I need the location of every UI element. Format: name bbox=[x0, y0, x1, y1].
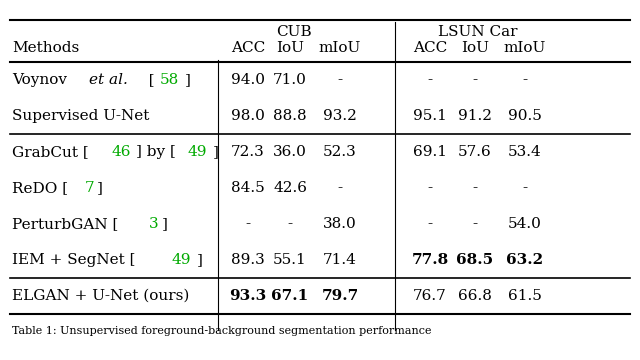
Text: Supervised U-Net: Supervised U-Net bbox=[12, 109, 149, 123]
Text: 57.6: 57.6 bbox=[458, 145, 492, 159]
Text: -: - bbox=[245, 217, 251, 231]
Text: 66.8: 66.8 bbox=[458, 289, 492, 303]
Text: -: - bbox=[522, 73, 527, 87]
Text: ]: ] bbox=[97, 181, 102, 195]
Text: ]: ] bbox=[184, 73, 190, 87]
Text: -: - bbox=[287, 217, 292, 231]
Text: 77.8: 77.8 bbox=[412, 253, 449, 267]
Text: ELGAN + U-Net (ours): ELGAN + U-Net (ours) bbox=[12, 289, 189, 303]
Text: ]: ] bbox=[162, 217, 168, 231]
Text: GrabCut [: GrabCut [ bbox=[12, 145, 89, 159]
Text: 61.5: 61.5 bbox=[508, 289, 542, 303]
Text: 79.7: 79.7 bbox=[321, 289, 358, 303]
Text: 76.7: 76.7 bbox=[413, 289, 447, 303]
Text: 52.3: 52.3 bbox=[323, 145, 357, 159]
Text: 49: 49 bbox=[172, 253, 191, 267]
Text: -: - bbox=[428, 217, 433, 231]
Text: 88.8: 88.8 bbox=[273, 109, 307, 123]
Text: 90.5: 90.5 bbox=[508, 109, 542, 123]
Text: -: - bbox=[428, 73, 433, 87]
Text: 89.3: 89.3 bbox=[231, 253, 265, 267]
Text: 91.2: 91.2 bbox=[458, 109, 492, 123]
Text: ]: ] bbox=[196, 253, 202, 267]
Text: ACC: ACC bbox=[231, 41, 265, 55]
Text: 84.5: 84.5 bbox=[231, 181, 265, 195]
Text: CUB: CUB bbox=[276, 25, 312, 39]
Text: 95.1: 95.1 bbox=[413, 109, 447, 123]
Text: ]: ] bbox=[213, 145, 219, 159]
Text: 7: 7 bbox=[84, 181, 94, 195]
Text: Voynov: Voynov bbox=[12, 73, 72, 87]
Text: Methods: Methods bbox=[12, 41, 79, 55]
Text: IEM + SegNet [: IEM + SegNet [ bbox=[12, 253, 136, 267]
Text: 42.6: 42.6 bbox=[273, 181, 307, 195]
Text: 93.2: 93.2 bbox=[323, 109, 357, 123]
Text: PerturbGAN [: PerturbGAN [ bbox=[12, 217, 118, 231]
Text: IoU: IoU bbox=[461, 41, 489, 55]
Text: 55.1: 55.1 bbox=[273, 253, 307, 267]
Text: et al.: et al. bbox=[89, 73, 128, 87]
Text: 53.4: 53.4 bbox=[508, 145, 542, 159]
Text: ] by [: ] by [ bbox=[136, 145, 176, 159]
Text: [: [ bbox=[140, 73, 155, 87]
Text: -: - bbox=[472, 73, 477, 87]
Text: -: - bbox=[337, 181, 342, 195]
Text: 46: 46 bbox=[111, 145, 131, 159]
Text: 98.0: 98.0 bbox=[231, 109, 265, 123]
Text: mIoU: mIoU bbox=[319, 41, 361, 55]
Text: 71.0: 71.0 bbox=[273, 73, 307, 87]
Text: -: - bbox=[428, 181, 433, 195]
Text: LSUN Car: LSUN Car bbox=[438, 25, 517, 39]
Text: 68.5: 68.5 bbox=[456, 253, 493, 267]
Text: 94.0: 94.0 bbox=[231, 73, 265, 87]
Text: 71.4: 71.4 bbox=[323, 253, 357, 267]
Text: 63.2: 63.2 bbox=[506, 253, 543, 267]
Text: Table 1: Unsupervised foreground-background segmentation performance: Table 1: Unsupervised foreground-backgro… bbox=[12, 326, 431, 336]
Text: 3: 3 bbox=[149, 217, 159, 231]
Text: 58: 58 bbox=[159, 73, 179, 87]
Text: 36.0: 36.0 bbox=[273, 145, 307, 159]
Text: 67.1: 67.1 bbox=[271, 289, 308, 303]
Text: -: - bbox=[472, 181, 477, 195]
Text: ACC: ACC bbox=[413, 41, 447, 55]
Text: 38.0: 38.0 bbox=[323, 217, 357, 231]
Text: 69.1: 69.1 bbox=[413, 145, 447, 159]
Text: -: - bbox=[522, 181, 527, 195]
Text: -: - bbox=[472, 217, 477, 231]
Text: IoU: IoU bbox=[276, 41, 304, 55]
Text: 72.3: 72.3 bbox=[231, 145, 265, 159]
Text: mIoU: mIoU bbox=[504, 41, 546, 55]
Text: 49: 49 bbox=[188, 145, 207, 159]
Text: ReDO [: ReDO [ bbox=[12, 181, 68, 195]
Text: -: - bbox=[337, 73, 342, 87]
Text: 93.3: 93.3 bbox=[229, 289, 267, 303]
Text: 54.0: 54.0 bbox=[508, 217, 542, 231]
